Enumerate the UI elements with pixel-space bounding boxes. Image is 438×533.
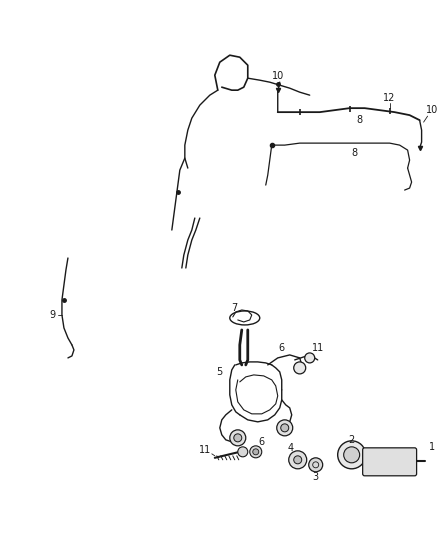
Circle shape	[250, 446, 262, 458]
Text: 3: 3	[313, 472, 319, 482]
Circle shape	[294, 456, 302, 464]
Circle shape	[277, 420, 293, 436]
Circle shape	[309, 458, 323, 472]
Text: 6: 6	[259, 437, 265, 447]
Circle shape	[281, 424, 289, 432]
Text: 5: 5	[217, 367, 223, 377]
Text: 8: 8	[357, 115, 363, 125]
Circle shape	[238, 447, 248, 457]
Text: 11: 11	[199, 445, 211, 455]
FancyBboxPatch shape	[363, 448, 417, 476]
Text: 10: 10	[272, 71, 284, 81]
Circle shape	[338, 441, 366, 469]
Circle shape	[294, 362, 306, 374]
Circle shape	[234, 434, 242, 442]
Text: 11: 11	[311, 343, 324, 353]
Text: 10: 10	[425, 105, 438, 115]
Text: 6: 6	[279, 343, 285, 353]
Circle shape	[230, 430, 246, 446]
Text: 8: 8	[352, 148, 358, 158]
Text: 9: 9	[49, 310, 55, 320]
Text: 12: 12	[383, 93, 396, 103]
Text: 7: 7	[232, 303, 238, 313]
Text: 4: 4	[288, 443, 294, 453]
Circle shape	[344, 447, 360, 463]
Text: 2: 2	[349, 435, 355, 445]
Circle shape	[289, 451, 307, 469]
Text: 1: 1	[428, 442, 434, 452]
Circle shape	[305, 353, 315, 363]
Circle shape	[253, 449, 259, 455]
